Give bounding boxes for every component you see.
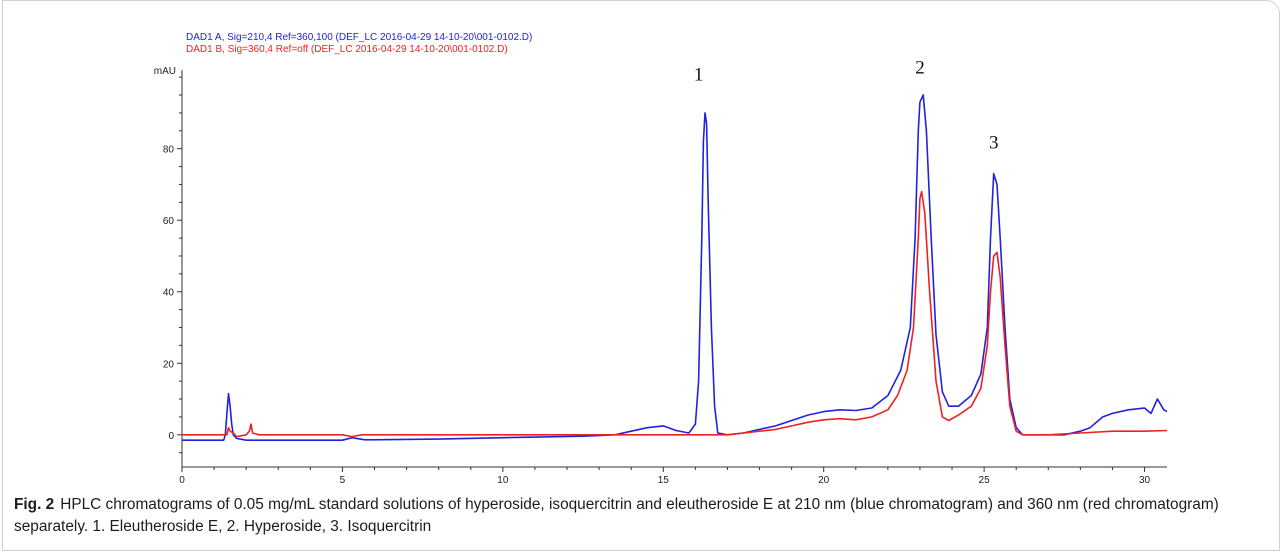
y-tick-label: 80	[163, 145, 175, 156]
caption-text: HPLC chromatograms of 0.05 mg/mL standar…	[14, 496, 1219, 535]
caption-label: Fig. 2	[14, 496, 55, 513]
legend-entry-1: DAD1 A, Sig=210,4 Ref=360,100 (DEF_LC 20…	[186, 32, 532, 43]
series-line-2	[182, 190, 1168, 438]
x-tick-label: 5	[340, 475, 346, 486]
chart-axes: mAU 0 20 40 60 80 0 5 10 15 20 25 30	[154, 66, 1167, 486]
figure-caption: Fig. 2 HPLC chromatograms of 0.05 mg/mL s…	[14, 494, 1274, 538]
x-tick-label: 10	[497, 475, 509, 486]
legend-entry-2: DAD1 B, Sig=360,4 Ref=off (DEF_LC 2016-0…	[186, 44, 508, 55]
x-tick-label: 25	[979, 475, 991, 486]
peak-label-2: 2	[915, 58, 925, 79]
chromatogram-chart: DAD1 A, Sig=210,4 Ref=360,100 (DEF_LC 20…	[154, 32, 1168, 486]
x-tick-label: 15	[658, 475, 670, 486]
y-axis-label: mAU	[154, 66, 176, 77]
y-tick-label: 0	[168, 431, 174, 442]
peak-labels: 1 2 3	[694, 58, 999, 154]
chart-legend: DAD1 A, Sig=210,4 Ref=360,100 (DEF_LC 20…	[186, 32, 532, 55]
y-tick-label: 60	[163, 216, 175, 227]
peak-label-1: 1	[694, 65, 704, 86]
peak-label-3: 3	[989, 133, 999, 154]
series-line-1	[182, 94, 1168, 441]
chart-series	[182, 94, 1168, 441]
x-tick-label: 0	[179, 475, 185, 486]
y-tick-label: 40	[163, 288, 175, 299]
x-tick-label: 30	[1139, 475, 1151, 486]
y-tick-label: 20	[163, 359, 175, 370]
x-tick-label: 20	[818, 475, 830, 486]
